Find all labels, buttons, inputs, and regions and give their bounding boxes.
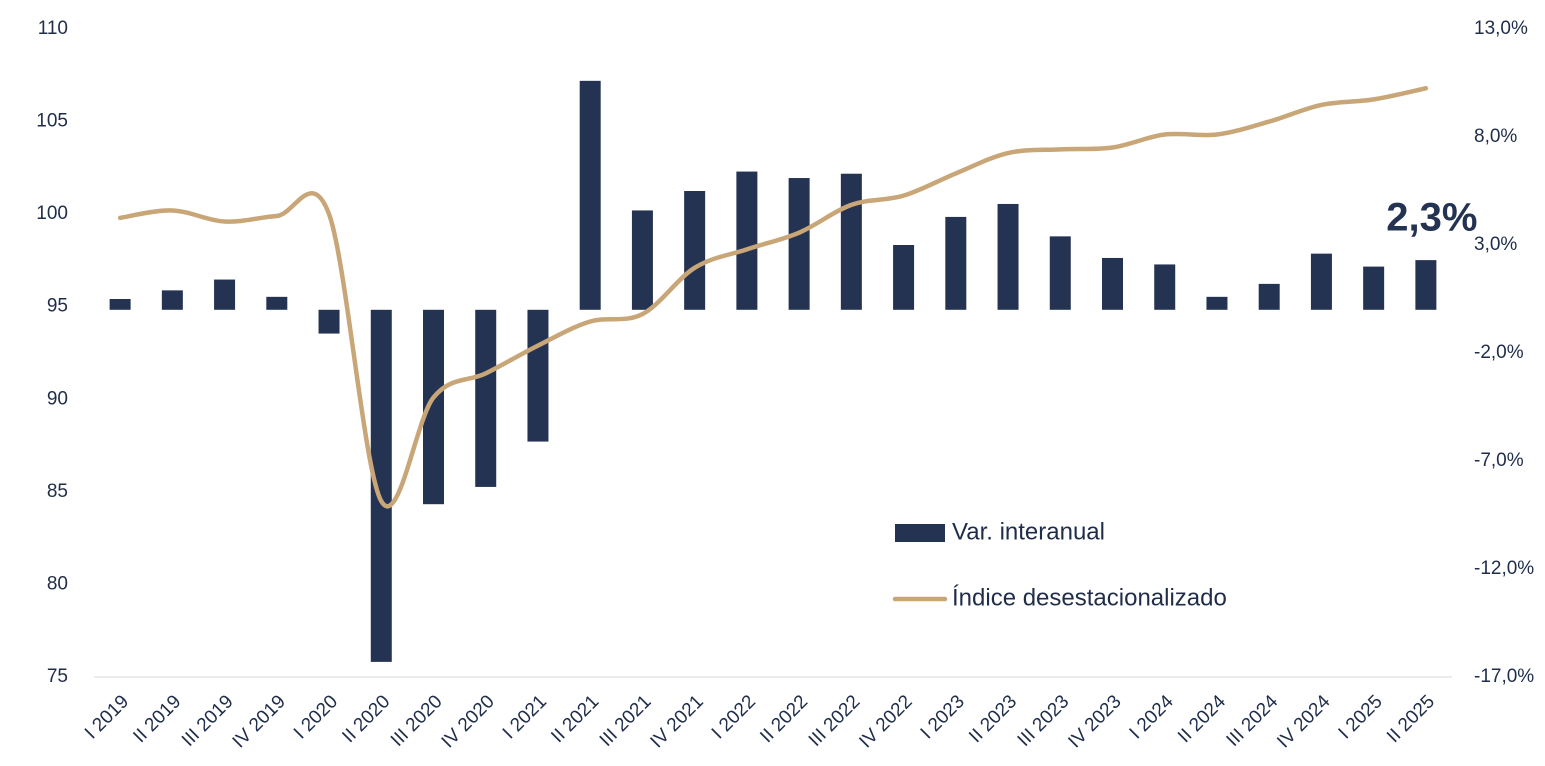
y2-tick-label: 8,0% <box>1474 126 1517 147</box>
x-tick-label: III 2024 <box>1223 691 1283 751</box>
x-tick-label: IV 2022 <box>855 691 916 752</box>
y-tick-label: 75 <box>47 666 68 687</box>
x-tick-label: II 2021 <box>547 691 603 747</box>
bar <box>1310 253 1332 310</box>
x-tick-label: I 2022 <box>708 691 760 743</box>
line <box>117 85 1429 509</box>
x-tick-label: I 2019 <box>81 691 133 743</box>
x-tick-label: II 2024 <box>1174 691 1230 747</box>
bar <box>475 309 497 487</box>
x-tick-label: II 2020 <box>338 691 394 747</box>
legend-swatch <box>895 524 945 542</box>
y-tick-label: 95 <box>47 296 68 317</box>
x-tick-label: II 2022 <box>756 691 812 747</box>
x-tick-label: IV 2023 <box>1064 691 1125 752</box>
x-tick-label: II 2025 <box>1383 691 1439 747</box>
bar <box>370 309 392 662</box>
bar <box>1258 283 1280 310</box>
bar <box>161 290 183 310</box>
y2-tick-label: 13,0% <box>1474 18 1528 39</box>
x-tick-label: III 2019 <box>178 691 238 751</box>
y-tick-label: 90 <box>47 388 68 409</box>
y-tick-label: 80 <box>47 573 68 594</box>
bar <box>631 210 653 310</box>
x-tick-label: IV 2021 <box>647 691 708 752</box>
x-tick-label: III 2022 <box>805 691 865 751</box>
x-tick-label: II 2023 <box>965 691 1021 747</box>
bar <box>788 178 810 310</box>
x-tick-label: I 2024 <box>1126 691 1179 744</box>
bar <box>527 309 549 442</box>
y2-tick-label: -7,0% <box>1474 450 1524 471</box>
x-tick-label: III 2023 <box>1014 691 1074 751</box>
bar <box>1363 266 1385 310</box>
bar <box>1154 264 1176 310</box>
x-tick-label: II 2019 <box>129 691 185 747</box>
bar <box>1415 260 1437 310</box>
bar <box>945 216 967 310</box>
x-tick-label: I 2020 <box>290 691 342 743</box>
bar <box>579 80 601 310</box>
y-tick-label: 105 <box>36 111 68 132</box>
x-tick-label: IV 2020 <box>438 691 499 752</box>
x-tick-label: IV 2019 <box>229 691 290 752</box>
bar <box>318 309 340 334</box>
bar <box>266 296 288 310</box>
bar <box>1049 236 1071 310</box>
y2-tick-label: -12,0% <box>1474 558 1534 579</box>
bar <box>1206 296 1228 310</box>
bar <box>736 171 758 310</box>
bar <box>1102 257 1123 310</box>
x-tick-label: III 2021 <box>596 691 656 751</box>
bar <box>840 173 862 310</box>
x-tick-label: III 2020 <box>387 691 447 751</box>
y2-tick-label: -17,0% <box>1474 666 1534 687</box>
x-tick-label: I 2023 <box>917 691 969 743</box>
y-tick-label: 110 <box>38 18 68 39</box>
bar <box>893 245 915 310</box>
x-tick-label: I 2021 <box>499 691 551 743</box>
value-label: 2,3% <box>1386 196 1477 240</box>
y2-tick-label: 3,0% <box>1474 234 1517 255</box>
legend-text: Índice desestacionalizado <box>952 584 1227 611</box>
y-tick-label: 85 <box>47 481 68 502</box>
bar <box>109 299 131 310</box>
bar <box>684 191 706 310</box>
bar <box>214 279 236 310</box>
bar <box>423 309 444 505</box>
x-tick-label: I 2025 <box>1335 691 1387 743</box>
y2-tick-label: -2,0% <box>1474 342 1524 363</box>
bar <box>997 203 1019 310</box>
x-tick-label: IV 2024 <box>1273 691 1334 752</box>
y-tick-label: 100 <box>36 203 68 224</box>
legend-text: Var. interanual <box>952 518 1105 545</box>
